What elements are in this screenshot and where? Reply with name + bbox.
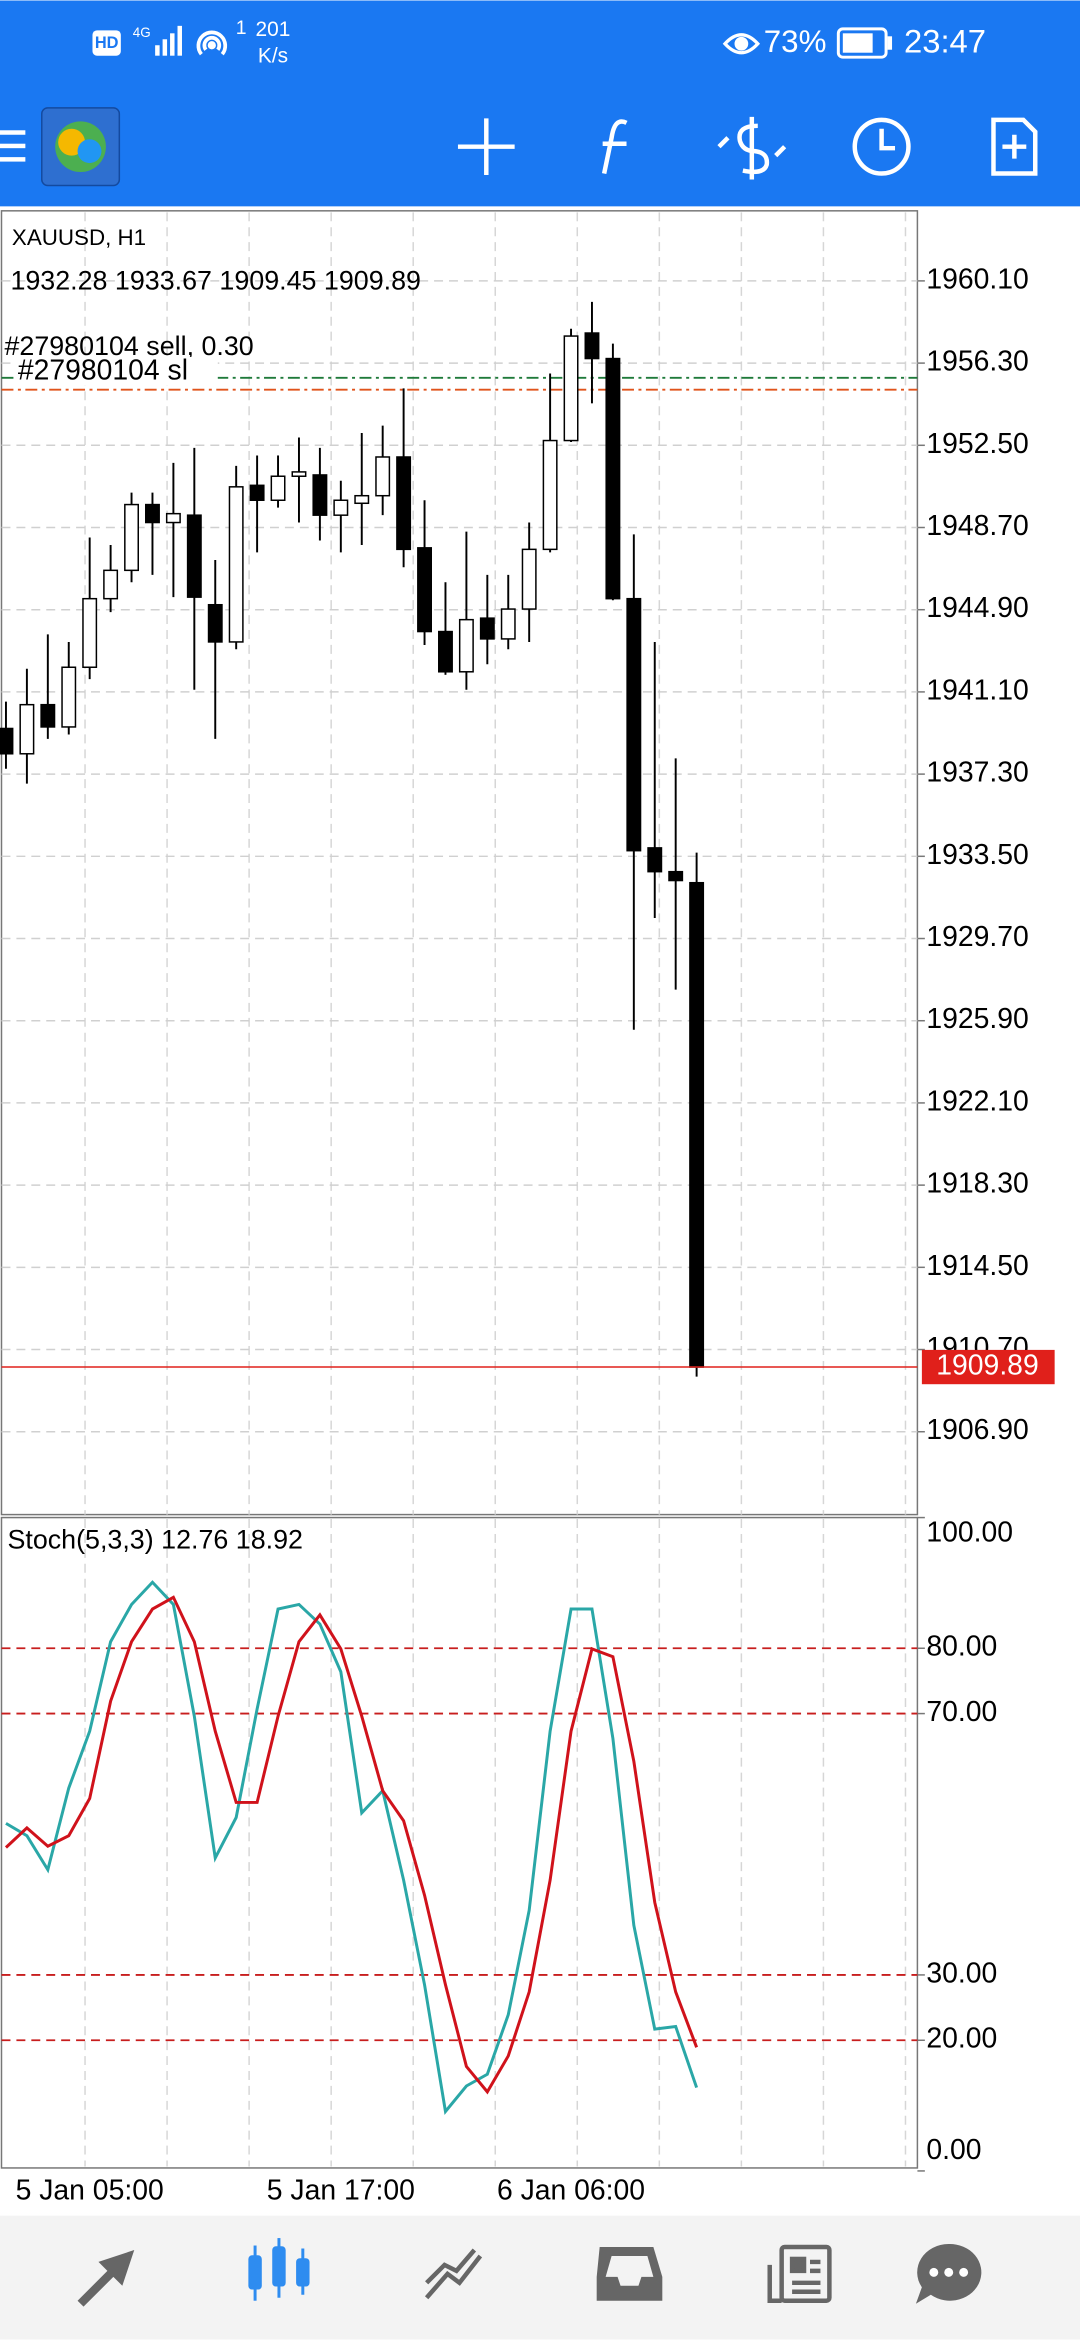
symbol-label: XAUUSD, H1	[12, 225, 146, 250]
candle-body	[165, 512, 181, 524]
stoch-panel	[0, 1516, 919, 2169]
y-tick-label: 70.00	[926, 1696, 997, 1728]
battery-icon	[836, 27, 893, 59]
candle-body	[647, 847, 663, 873]
hd-badge	[92, 30, 121, 56]
order-label: #27980104 sl	[18, 354, 188, 386]
y-tick-label: 1944.90	[926, 592, 1028, 624]
candle-body	[145, 503, 160, 524]
indicators-button[interactable]	[601, 119, 628, 174]
candle-body	[479, 617, 495, 640]
y-tick-label: 1922.10	[926, 1085, 1028, 1117]
signal-bars	[155, 25, 182, 56]
candle-body	[270, 475, 286, 501]
y-tick-label: 1906.90	[926, 1414, 1028, 1446]
candle-body	[207, 603, 223, 643]
nav-news[interactable]	[767, 2244, 832, 2303]
candle-body	[542, 439, 558, 551]
candle-body	[458, 618, 474, 673]
nav-chart[interactable]	[248, 2238, 310, 2301]
nav-trade[interactable]	[424, 2248, 483, 2300]
chart-layer: 1960.10 1956.30 1952.50 1948.70 1944.90 1941.…	[0, 263, 1055, 2206]
price-panel	[0, 210, 919, 1516]
y-tick-label: 0.00	[926, 2134, 981, 2166]
y-tick-label: 30.00	[926, 1957, 997, 1989]
ohlc-label: 1932.28 1933.67 1909.45 1909.89	[10, 266, 421, 296]
menu-button[interactable]	[0, 130, 26, 162]
y-tick-label: 1925.90	[926, 1003, 1028, 1035]
candle-body	[668, 870, 684, 882]
y-tick-label: 1929.70	[926, 921, 1028, 953]
candle-body	[61, 666, 77, 728]
y-tick-label: 1933.50	[926, 839, 1028, 871]
order-label: #27980104 sell, 0.30	[4, 331, 253, 361]
speed-unit: K/s	[258, 45, 288, 68]
candle-body	[291, 471, 307, 477]
y-tick-label: 100.00	[926, 1516, 1013, 1548]
x-tick-label: 5 Jan 17:00	[267, 2174, 415, 2206]
clock-label: 23:47	[904, 22, 986, 59]
candle-body	[605, 357, 621, 600]
nav-history[interactable]	[596, 2247, 663, 2301]
order-label-bg	[14, 356, 218, 386]
x-tick-label: 6 Jan 06:00	[497, 2174, 645, 2206]
y-tick-label: 1937.30	[926, 757, 1028, 789]
stoch-line	[5, 1580, 699, 2115]
bottom-nav	[0, 2215, 1080, 2340]
hotspot-icon	[196, 30, 228, 56]
speed-value: 201	[256, 18, 291, 41]
crosshair-button[interactable]	[457, 118, 515, 176]
candle-body	[19, 703, 35, 755]
bid-label-bg	[921, 1349, 1055, 1385]
candle-body	[0, 727, 14, 755]
candle-body	[438, 630, 453, 673]
trade-button[interactable]	[717, 116, 787, 180]
candle-body	[228, 486, 244, 643]
candle-body	[40, 703, 56, 728]
candle-body	[82, 597, 98, 668]
new-order-button[interactable]	[991, 117, 1038, 176]
candle-body	[396, 456, 412, 551]
eye-icon	[722, 33, 761, 55]
y-tick-label: 1948.70	[926, 510, 1028, 542]
y-tick-label: 1952.50	[926, 428, 1028, 460]
candle-body	[563, 335, 579, 442]
candle-body	[103, 569, 119, 600]
candle-body	[354, 494, 370, 505]
candle-body	[124, 503, 139, 572]
history-button[interactable]	[852, 117, 911, 176]
candle-body	[417, 547, 433, 633]
candle-body	[626, 597, 642, 852]
bid-label: 1909.89	[936, 1350, 1038, 1382]
y-tick-label: 1941.10	[926, 674, 1028, 706]
candle-body	[521, 548, 537, 610]
candle-body	[375, 456, 391, 497]
candle-body	[584, 332, 600, 360]
candle-body	[500, 608, 516, 640]
signal-label: 4G	[133, 25, 151, 40]
stoch-title: Stoch(5,3,3) 12.76 18.92	[7, 1525, 303, 1555]
x-tick-label: 5 Jan 05:00	[16, 2174, 164, 2206]
app-logo[interactable]	[41, 107, 121, 187]
battery-label: 73%	[764, 24, 827, 59]
candle-body	[333, 499, 349, 516]
y-tick-label: 1914.50	[926, 1250, 1028, 1282]
candle-body	[689, 881, 705, 1368]
candle-body	[186, 514, 202, 598]
y-tick-label: 20.00	[926, 2023, 997, 2055]
y-tick-label: 80.00	[926, 1631, 997, 1663]
y-tick-label: 1918.30	[926, 1168, 1028, 1200]
network-label: HD	[95, 34, 119, 52]
y-tick-label: 1960.10	[926, 263, 1028, 295]
nav-messages[interactable]	[915, 2244, 982, 2304]
nav-quotes[interactable]	[77, 2250, 135, 2307]
y-tick-label: 1956.30	[926, 346, 1028, 378]
stoch-line	[4, 1595, 699, 2095]
candle-body	[312, 474, 328, 516]
candle-body	[249, 484, 265, 501]
speed-count: 1	[236, 17, 247, 39]
